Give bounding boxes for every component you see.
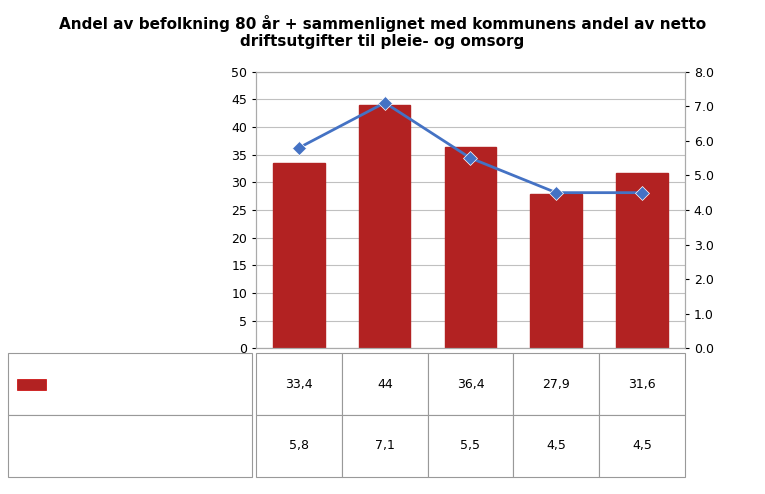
Text: 27,9: 27,9 bbox=[542, 377, 570, 391]
Text: 5,8: 5,8 bbox=[289, 439, 309, 453]
Text: Andel av netto driftsutgifter til: Andel av netto driftsutgifter til bbox=[58, 370, 248, 383]
Text: pleie- og omsorg i %: pleie- og omsorg i % bbox=[89, 385, 217, 398]
Bar bbox=[444, 147, 496, 348]
Text: 7,1: 7,1 bbox=[375, 439, 395, 453]
Text: 5,5: 5,5 bbox=[461, 439, 480, 453]
Text: 33,4: 33,4 bbox=[285, 377, 313, 391]
Text: Andel av befolkning 80 år + sammenlignet med kommunens andel av netto
driftsutgi: Andel av befolkning 80 år + sammenlignet… bbox=[59, 15, 706, 49]
Text: 36,4: 36,4 bbox=[457, 377, 484, 391]
Bar bbox=[359, 105, 411, 348]
Text: 4,5: 4,5 bbox=[632, 439, 652, 453]
Text: 31,6: 31,6 bbox=[628, 377, 656, 391]
Bar bbox=[273, 164, 325, 348]
Text: Andel av befolkning 80 år +: Andel av befolkning 80 år + bbox=[65, 439, 241, 453]
Bar bbox=[616, 173, 668, 348]
Bar bbox=[530, 194, 582, 348]
Text: 44: 44 bbox=[377, 377, 392, 391]
Text: 4,5: 4,5 bbox=[546, 439, 566, 453]
